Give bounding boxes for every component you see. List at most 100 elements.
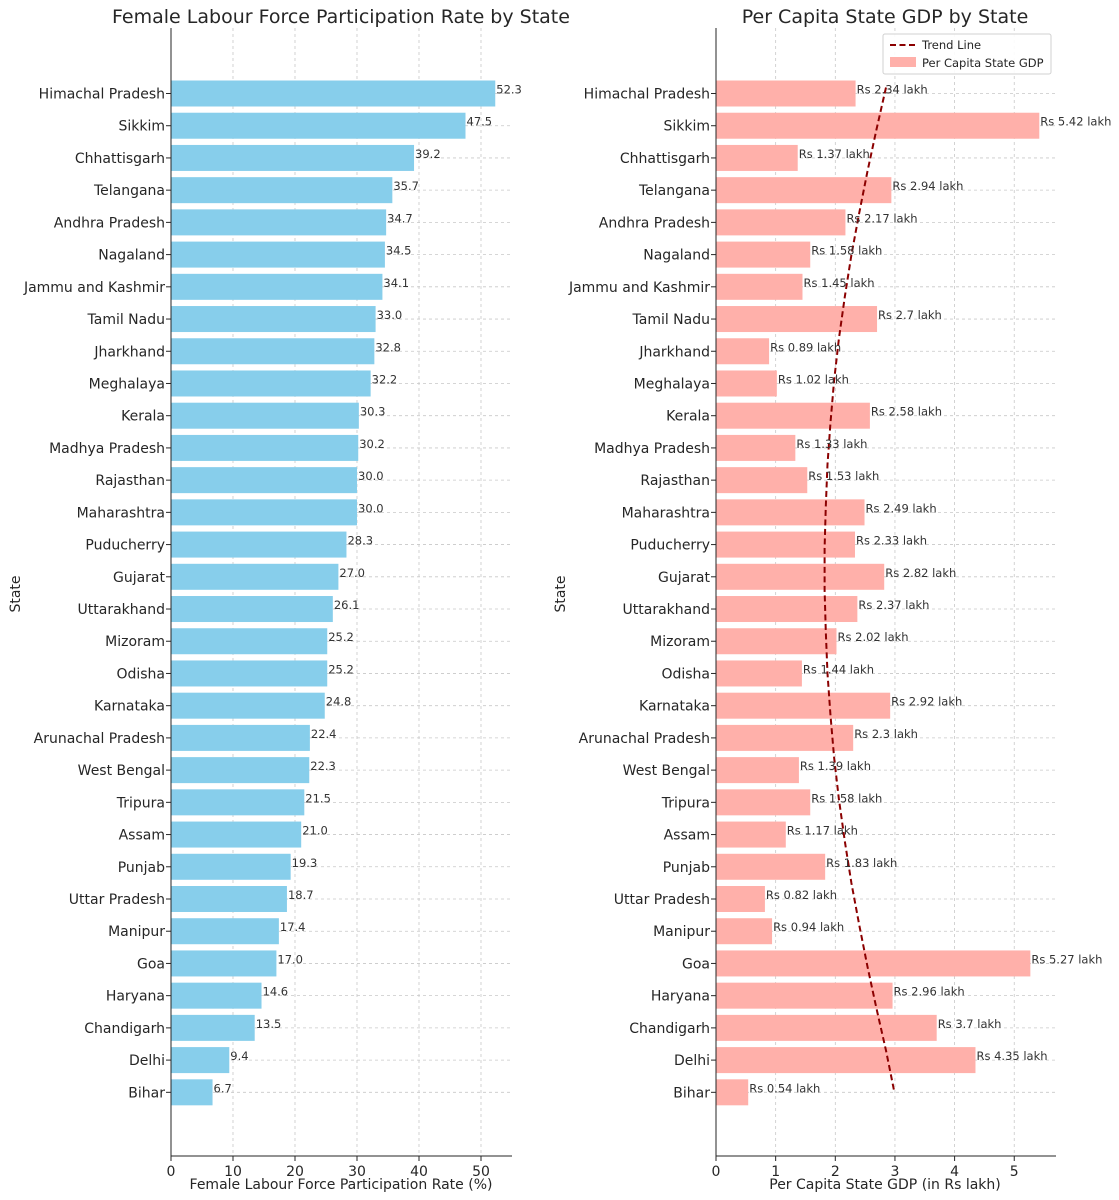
flfpr-state-label: Jharkhand [93, 344, 165, 360]
gdp-value-label: Rs 2.7 lakh [878, 308, 942, 322]
gdp-bar [716, 596, 858, 623]
flfpr-state-label: Meghalaya [89, 376, 165, 392]
gdp-value-label: Rs 0.89 lakh [770, 340, 841, 354]
flfpr-value-label: 30.2 [359, 437, 385, 451]
gdp-bar [716, 628, 837, 655]
flfpr-bar [171, 982, 262, 1009]
flfpr-value-label: 30.3 [360, 405, 386, 419]
gdp-state-label: Punjab [663, 860, 710, 876]
flfpr-state-label: Madhya Pradesh [49, 441, 165, 457]
gdp-value-label: Rs 1.33 lakh [796, 437, 867, 451]
flfpr-state-label: Jammu and Kashmir [23, 280, 165, 296]
flfpr-chart: Female Labour Force Participation Rate b… [8, 6, 570, 1193]
flfpr-bar [171, 499, 357, 526]
gdp-bar [716, 144, 798, 171]
flfpr-bar [171, 563, 339, 590]
flfpr-bar [171, 724, 310, 751]
gdp-state-label: Delhi [674, 1053, 710, 1069]
flfpr-bar [171, 273, 383, 300]
flfpr-state-label: Andhra Pradesh [54, 215, 165, 231]
flfpr-bar [171, 950, 277, 977]
flfpr-bar [171, 692, 325, 719]
flfpr-bar [171, 918, 279, 945]
gdp-bar [716, 531, 855, 558]
flfpr-value-label: 26.1 [334, 598, 360, 612]
flfpr-value-label: 32.2 [372, 372, 398, 386]
gdp-bar [716, 886, 765, 912]
flfpr-value-label: 13.5 [256, 1017, 282, 1031]
legend-bar-label: Per Capita State GDP [922, 56, 1044, 70]
gdp-bar [716, 757, 799, 784]
gdp-state-label: Tamil Nadu [632, 312, 711, 328]
flfpr-state-label: Uttarakhand [78, 602, 165, 618]
flfpr-bars [171, 80, 496, 1106]
gdp-bar [716, 177, 892, 204]
flfpr-state-label: Himachal Pradesh [39, 87, 165, 103]
flfpr-value-label: 34.1 [383, 276, 409, 290]
gdp-value-label: Rs 3.7 lakh [938, 1017, 1002, 1031]
gdp-state-label: Madhya Pradesh [594, 441, 710, 457]
flfpr-state-label: Kerala [121, 409, 165, 425]
gdp-state-label: Puducherry [630, 538, 710, 554]
flfpr-x-tick-label: 20 [286, 1164, 304, 1180]
gdp-x-tick-label: 0 [712, 1164, 721, 1180]
gdp-bar [716, 402, 870, 429]
flfpr-value-label: 21.5 [305, 791, 331, 805]
gdp-x-tick-label: 4 [950, 1164, 959, 1180]
gdp-legend: Trend Line Per Capita State GDP [882, 33, 1052, 75]
gdp-value-label: Rs 4.35 lakh [976, 1049, 1047, 1063]
flfpr-bar [171, 434, 359, 461]
flfpr-value-label: 27.0 [339, 566, 365, 580]
gdp-x-tick-label: 1 [771, 1164, 780, 1180]
flfpr-state-label: Chandigarh [84, 1021, 165, 1037]
flfpr-value-label: 30.0 [358, 469, 384, 483]
flfpr-value-label: 25.2 [328, 662, 354, 676]
gdp-state-label: Uttarakhand [623, 602, 710, 618]
flfpr-bar [171, 789, 305, 816]
gdp-state-label: Meghalaya [634, 376, 710, 392]
flfpr-state-label: Punjab [118, 860, 165, 876]
flfpr-value-label: 17.0 [277, 952, 303, 966]
flfpr-x-axis-label: Female Labour Force Participation Rate (… [190, 1177, 493, 1193]
gdp-value-label: Rs 1.58 lakh [811, 244, 882, 258]
flfpr-value-label: 19.3 [292, 856, 318, 870]
flfpr-state-label: Chhattisgarh [75, 151, 165, 167]
gdp-bar [716, 306, 878, 333]
gdp-state-label: Andhra Pradesh [599, 215, 710, 231]
gdp-value-label: Rs 2.82 lakh [885, 566, 956, 580]
flfpr-state-label: Tamil Nadu [87, 312, 166, 328]
gdp-bar [716, 660, 802, 687]
flfpr-bar [171, 886, 287, 912]
gdp-state-label: Rajasthan [640, 473, 710, 489]
legend-bar-swatch [890, 57, 916, 67]
gdp-bar [716, 273, 803, 300]
flfpr-value-label: 24.8 [326, 695, 352, 709]
gdp-state-label: Mizoram [650, 634, 710, 650]
gdp-bar [716, 241, 811, 268]
gdp-state-label: Goa [682, 956, 710, 972]
gdp-bars [716, 80, 1040, 1106]
flfpr-value-label: 14.6 [263, 985, 289, 999]
gdp-bar [716, 853, 826, 880]
gdp-bar [716, 499, 865, 526]
gdp-bar [716, 724, 854, 751]
flfpr-bar [171, 338, 375, 365]
flfpr-state-label: Mizoram [105, 634, 165, 650]
flfpr-value-label: 30.0 [358, 501, 384, 515]
flfpr-value-label: 21.0 [302, 824, 328, 838]
gdp-x-tick-label: 2 [831, 1164, 840, 1180]
flfpr-value-label: 18.7 [288, 888, 314, 902]
gdp-bar [716, 982, 893, 1009]
gdp-value-label: Rs 1.45 lakh [803, 276, 874, 290]
flfpr-bar [171, 306, 376, 333]
flfpr-bar [171, 467, 357, 494]
gdp-state-label: Karnataka [639, 699, 710, 715]
gdp-state-label: Arunachal Pradesh [579, 731, 710, 747]
gdp-bar [716, 821, 786, 848]
gdp-bar [716, 370, 777, 397]
flfpr-bar [171, 209, 387, 236]
gdp-value-label: Rs 1.02 lakh [778, 372, 849, 386]
flfpr-value-label: 34.7 [387, 211, 413, 225]
gdp-state-label: Chandigarh [629, 1021, 710, 1037]
flfpr-state-label: Delhi [129, 1053, 165, 1069]
